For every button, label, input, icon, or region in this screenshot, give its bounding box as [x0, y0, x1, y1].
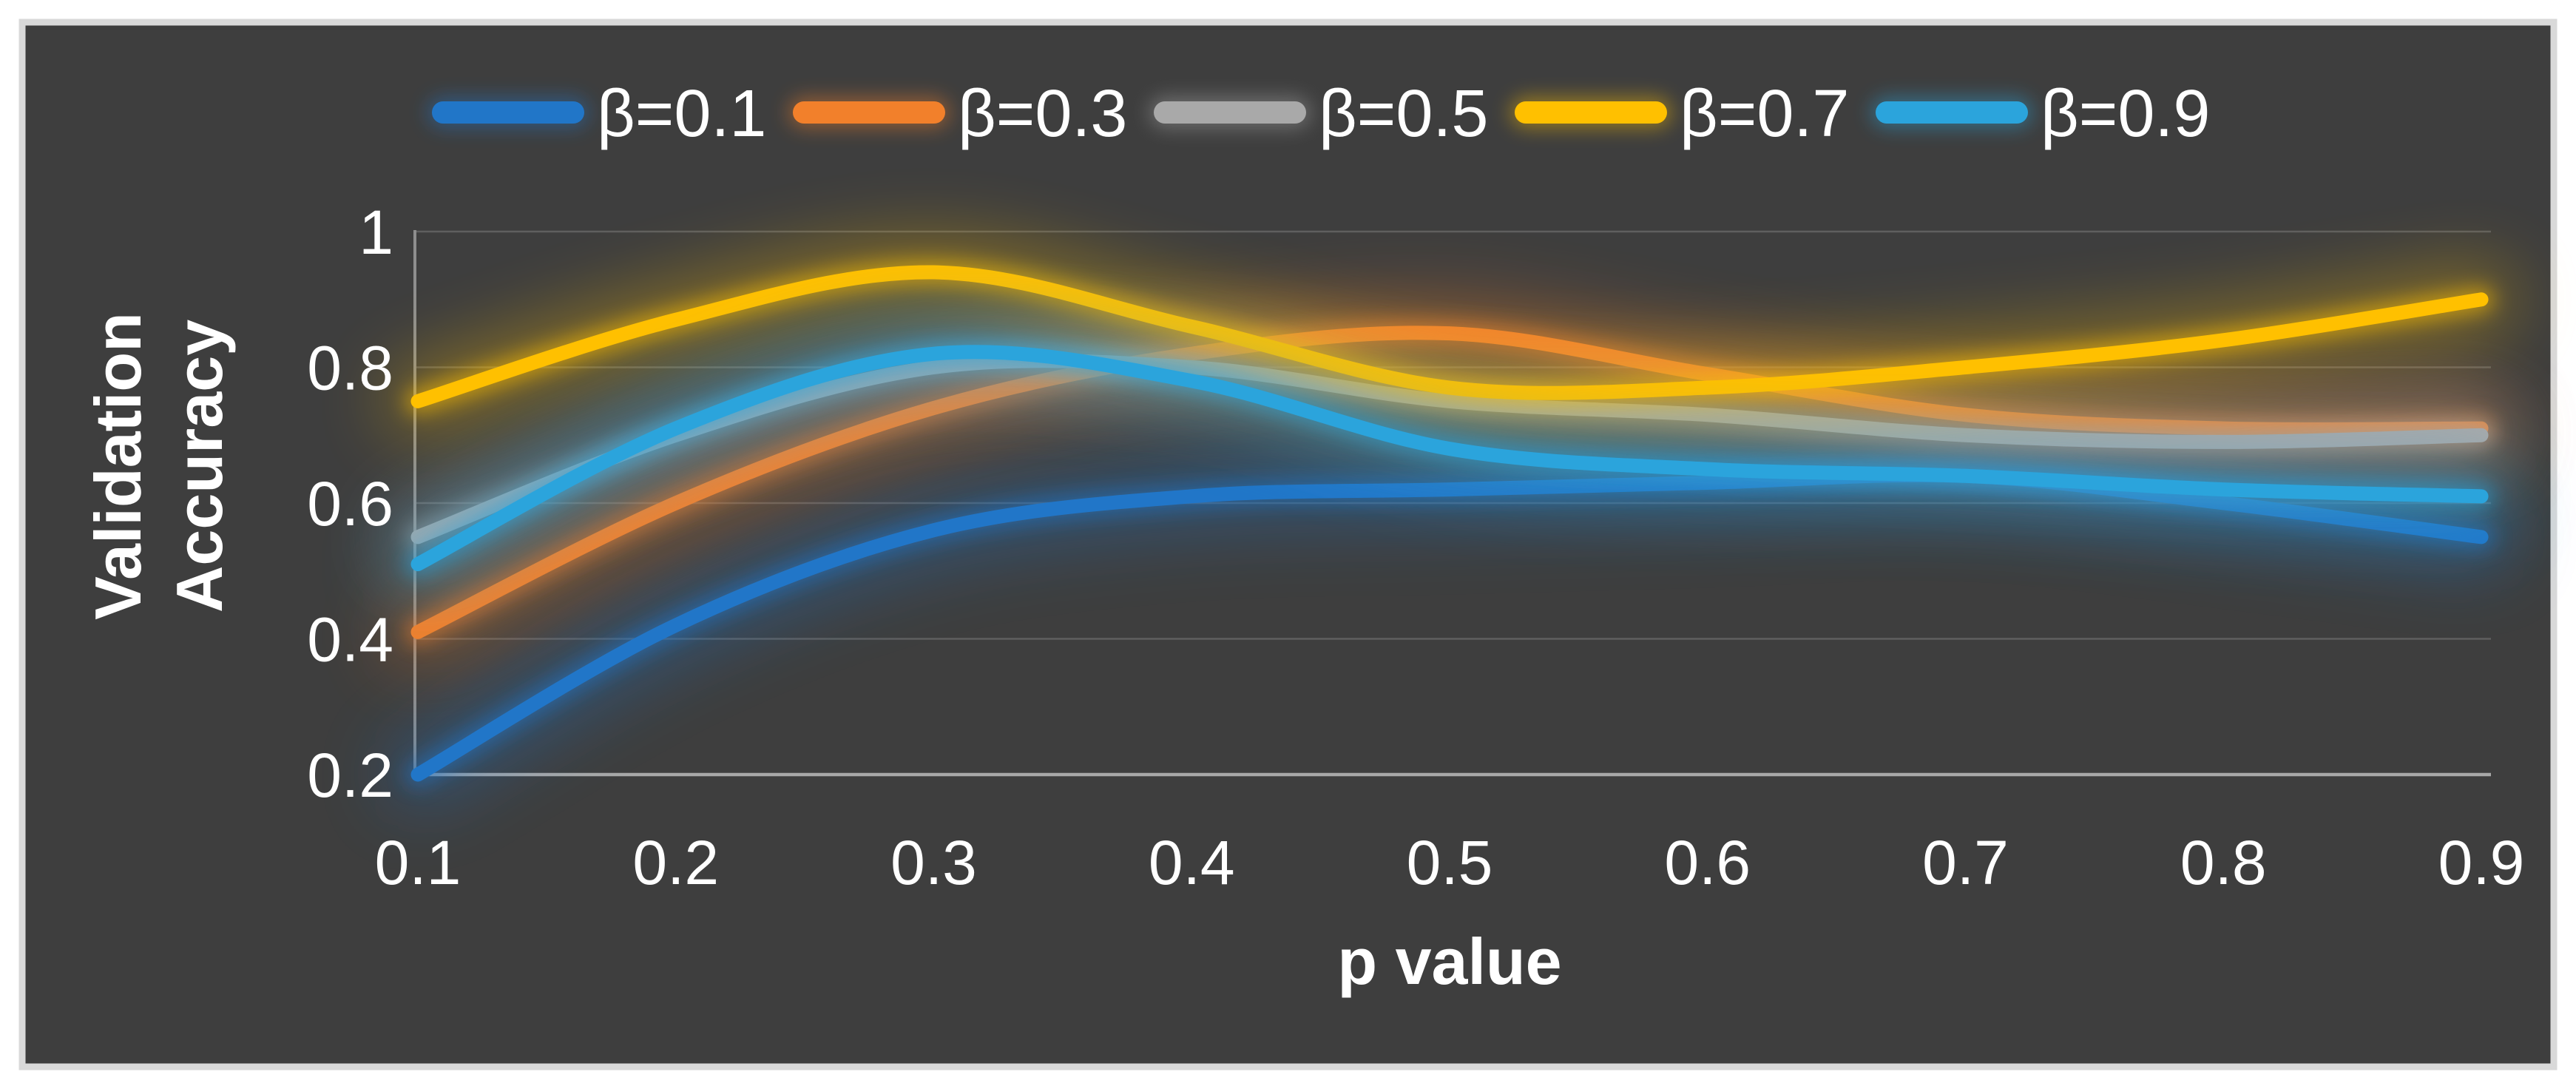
legend-label-beta-0.7: β=0.7 — [1680, 77, 1849, 151]
legend: β=0.1 β=0.3 β=0.5 β=0.7 β=0.9 — [427, 77, 2210, 151]
legend-item-beta-0.3: β=0.3 — [788, 77, 1127, 151]
series-layer — [386, 240, 2513, 806]
x-tick-label-0.7: 0.7 — [1922, 828, 2009, 897]
x-tick-label-0.6: 0.6 — [1664, 828, 1751, 897]
x-tick-label-0.4: 0.4 — [1149, 828, 1235, 897]
legend-label-beta-0.5: β=0.5 — [1319, 77, 1488, 151]
x-tick-label-0.3: 0.3 — [890, 828, 977, 897]
series-beta-0.7 — [386, 240, 2513, 433]
y-axis-tick-labels: 1 0.8 0.6 0.4 0.2 — [307, 198, 393, 810]
x-tick-label-0.5: 0.5 — [1407, 828, 1493, 897]
legend-label-beta-0.1: β=0.1 — [597, 77, 766, 151]
series-beta-0.9 — [386, 320, 2513, 596]
legend-item-beta-0.5: β=0.5 — [1149, 77, 1488, 151]
legend-item-beta-0.7: β=0.7 — [1510, 77, 1849, 151]
legend-item-beta-0.9: β=0.9 — [1871, 77, 2210, 151]
y-tick-label-0.8: 0.8 — [307, 334, 393, 403]
y-axis-title-line1: Validation — [81, 312, 155, 620]
x-tick-label-0.9: 0.9 — [2438, 828, 2525, 897]
y-tick-label-1: 1 — [359, 198, 393, 267]
x-tick-label-0.1: 0.1 — [375, 828, 462, 897]
y-tick-label-0.4: 0.4 — [307, 605, 393, 675]
x-axis-tick-labels: 0.1 0.2 0.3 0.4 0.5 0.6 0.7 0.8 0.9 — [375, 828, 2525, 897]
x-axis-title: p value — [1337, 925, 1561, 998]
legend-label-beta-0.9: β=0.9 — [2041, 77, 2210, 151]
legend-label-beta-0.3: β=0.3 — [958, 77, 1127, 151]
y-tick-label-0.2: 0.2 — [307, 741, 393, 810]
y-tick-label-0.6: 0.6 — [307, 469, 393, 539]
axis-lines — [413, 230, 2491, 777]
y-axis-title-line2: Accuracy — [163, 320, 236, 613]
series-beta-0.7-line — [410, 265, 2489, 408]
series-beta-0.9-line — [410, 345, 2489, 572]
x-tick-label-0.2: 0.2 — [632, 828, 719, 897]
legend-item-beta-0.1: β=0.1 — [427, 77, 766, 151]
x-tick-label-0.8: 0.8 — [2180, 828, 2267, 897]
